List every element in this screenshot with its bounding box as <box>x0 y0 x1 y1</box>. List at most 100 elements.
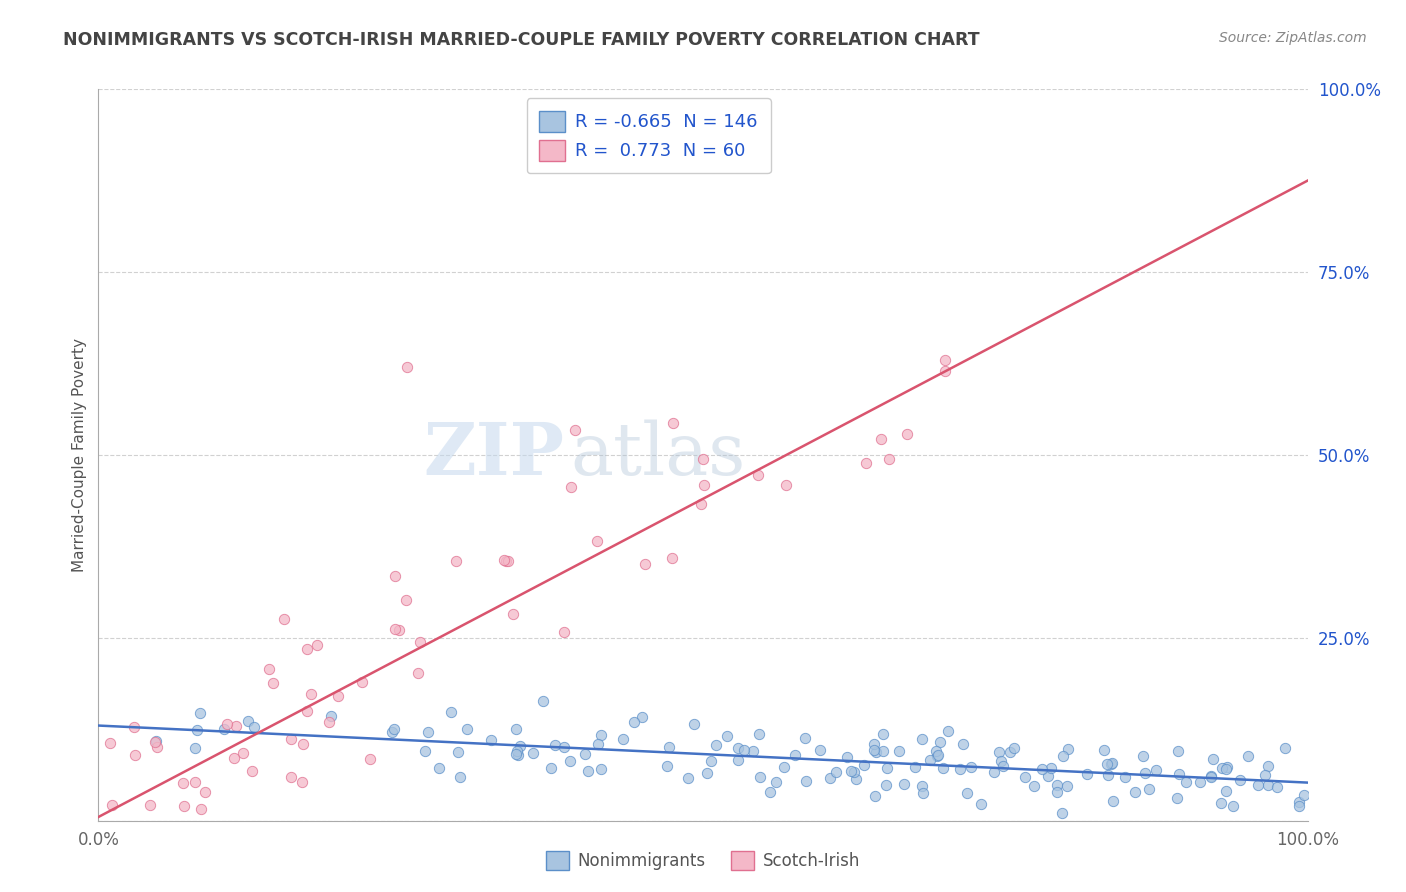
Point <box>998 745 1021 759</box>
Point <box>395 360 418 375</box>
Point <box>918 754 941 768</box>
Point <box>273 612 295 626</box>
Point <box>382 722 405 736</box>
Point <box>576 764 599 778</box>
Point <box>876 761 898 775</box>
Point <box>544 738 567 752</box>
Point <box>1288 799 1310 814</box>
Point <box>612 731 634 746</box>
Point <box>413 744 436 758</box>
Point <box>1199 770 1222 784</box>
Point <box>1257 759 1279 773</box>
Point <box>143 735 166 749</box>
Point <box>586 534 609 549</box>
Point <box>492 553 515 567</box>
Point <box>956 786 979 800</box>
Point <box>747 468 769 483</box>
Point <box>139 798 162 813</box>
Point <box>692 451 714 466</box>
Point <box>911 786 934 800</box>
Point <box>887 744 910 758</box>
Point <box>934 364 956 378</box>
Point <box>1211 761 1233 775</box>
Point <box>553 624 575 639</box>
Point <box>574 747 596 762</box>
Point <box>875 778 897 792</box>
Point <box>359 752 381 766</box>
Point <box>716 730 738 744</box>
Legend: Nonimmigrants, Scotch-Irish: Nonimmigrants, Scotch-Irish <box>537 842 869 878</box>
Point <box>927 748 949 763</box>
Point <box>1257 778 1279 792</box>
Y-axis label: Married-Couple Family Poverty: Married-Couple Family Poverty <box>72 338 87 572</box>
Point <box>440 706 463 720</box>
Point <box>447 745 470 759</box>
Point <box>970 797 993 811</box>
Point <box>444 554 467 568</box>
Point <box>839 764 862 778</box>
Point <box>305 638 328 652</box>
Point <box>232 746 254 760</box>
Point <box>1288 796 1310 810</box>
Point <box>1057 742 1080 756</box>
Point <box>564 423 586 437</box>
Point <box>949 763 972 777</box>
Point <box>758 785 780 799</box>
Point <box>1189 775 1212 789</box>
Point <box>765 774 787 789</box>
Point <box>1229 772 1251 787</box>
Point <box>1076 766 1098 780</box>
Point <box>406 666 429 681</box>
Point <box>661 550 683 565</box>
Point <box>1002 741 1025 756</box>
Point <box>388 623 411 637</box>
Point <box>692 478 714 492</box>
Point <box>863 737 886 751</box>
Point <box>1135 766 1157 780</box>
Point <box>1167 744 1189 758</box>
Point <box>560 754 582 768</box>
Point <box>742 744 765 758</box>
Point <box>531 694 554 708</box>
Point <box>990 754 1012 768</box>
Point <box>506 744 529 758</box>
Point <box>775 478 797 492</box>
Point <box>931 761 953 775</box>
Point <box>808 743 831 757</box>
Point <box>394 592 416 607</box>
Point <box>242 764 264 779</box>
Point <box>1201 752 1223 766</box>
Point <box>146 739 169 754</box>
Point <box>844 765 866 780</box>
Point <box>893 777 915 791</box>
Point <box>190 802 212 816</box>
Point <box>280 731 302 746</box>
Point <box>456 723 478 737</box>
Point <box>727 741 749 756</box>
Text: Source: ZipAtlas.com: Source: ZipAtlas.com <box>1219 31 1367 45</box>
Point <box>188 706 211 721</box>
Point <box>560 480 582 494</box>
Point <box>1056 779 1078 793</box>
Point <box>794 773 817 788</box>
Point <box>173 799 195 814</box>
Point <box>853 758 876 772</box>
Point <box>820 771 842 785</box>
Point <box>631 710 654 724</box>
Point <box>835 750 858 764</box>
Point <box>262 676 284 690</box>
Point <box>1114 770 1136 784</box>
Point <box>184 775 207 789</box>
Point <box>1253 768 1275 782</box>
Point <box>509 739 531 754</box>
Point <box>1166 791 1188 805</box>
Point <box>678 772 700 786</box>
Point <box>696 765 718 780</box>
Point <box>1137 782 1160 797</box>
Point <box>879 452 901 467</box>
Point <box>1167 766 1189 780</box>
Point <box>291 775 314 789</box>
Point <box>225 719 247 733</box>
Point <box>1265 780 1288 795</box>
Point <box>1211 796 1233 810</box>
